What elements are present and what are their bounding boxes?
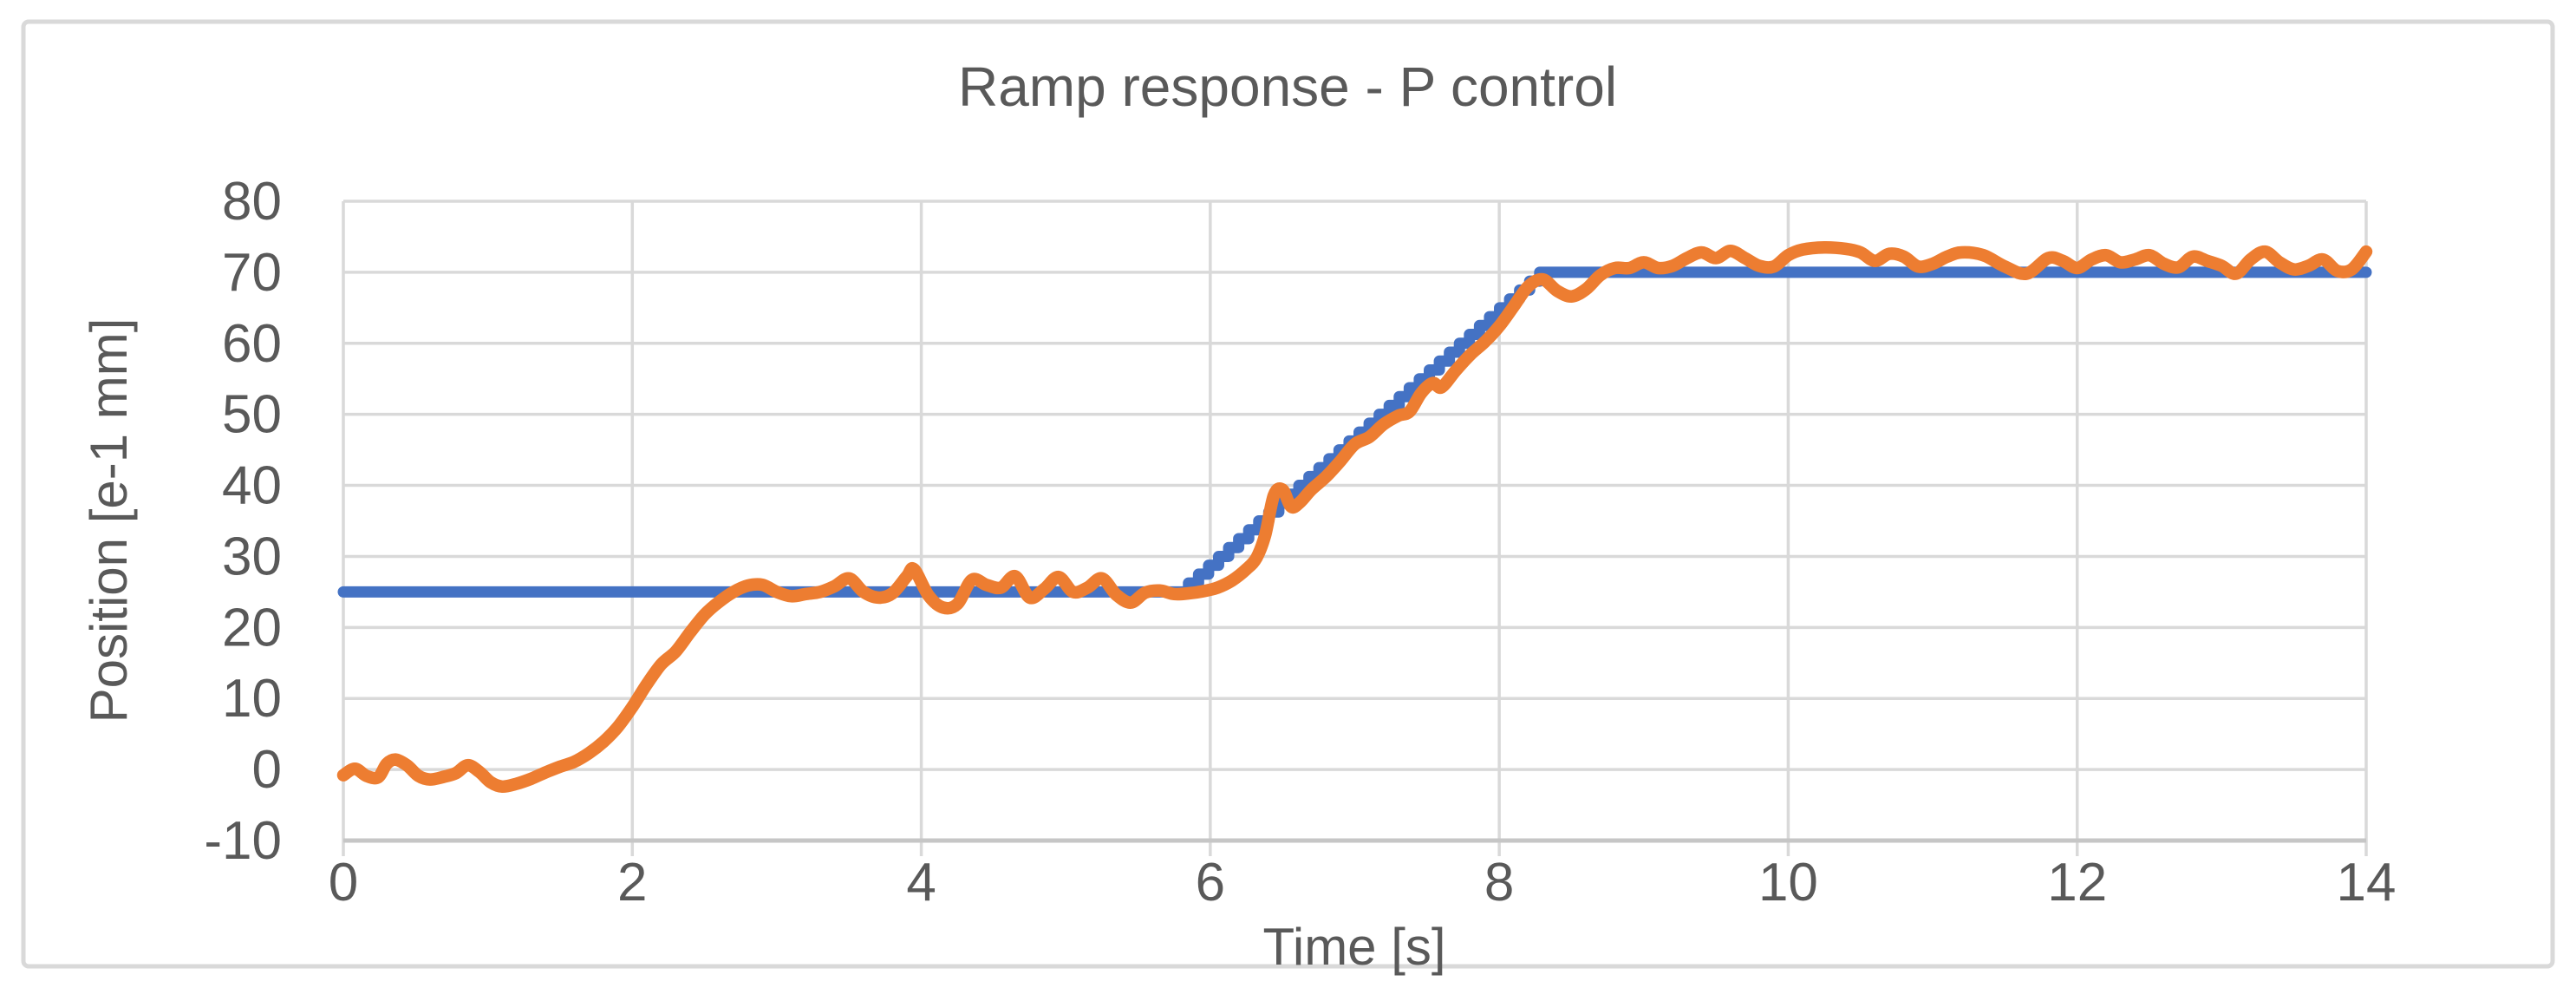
y-tick-labels: 80 70 60 50 40 30 20 10 0 -10 [204,172,282,871]
x-tick-label: 12 [2047,853,2107,913]
x-tick-label: 8 [1484,853,1514,913]
x-tick-labels: 0 2 4 6 8 10 12 14 [329,853,2397,913]
y-axis-title: Position [e-1 mm] [80,318,138,723]
series-lines [336,240,2373,794]
chart-border [21,19,2555,969]
x-axis-ticks [342,841,2368,856]
x-tick-label: 10 [1758,853,1818,913]
y-tick-label: -10 [204,811,282,871]
x-tick-label: 0 [329,853,358,913]
y-tick-label: 0 [252,740,282,800]
x-tick-label: 2 [617,853,647,913]
y-tick-label: 80 [222,172,282,232]
y-tick-label: 10 [222,669,282,729]
gridlines [342,200,2368,842]
y-tick-label: 70 [222,243,282,303]
response-line [336,240,2373,794]
x-axis-title: Time [s] [1262,918,1445,976]
x-tick-label: 4 [906,853,936,913]
chart-title: Ramp response - P control [958,56,1617,118]
y-tick-label: 50 [222,385,282,445]
y-tick-label: 30 [222,527,282,586]
y-tick-label: 60 [222,314,282,374]
setpoint-line [337,266,2372,598]
y-tick-label: 20 [222,598,282,658]
x-tick-label: 14 [2337,853,2397,913]
x-tick-label: 6 [1196,853,1225,913]
y-tick-label: 40 [222,456,282,516]
